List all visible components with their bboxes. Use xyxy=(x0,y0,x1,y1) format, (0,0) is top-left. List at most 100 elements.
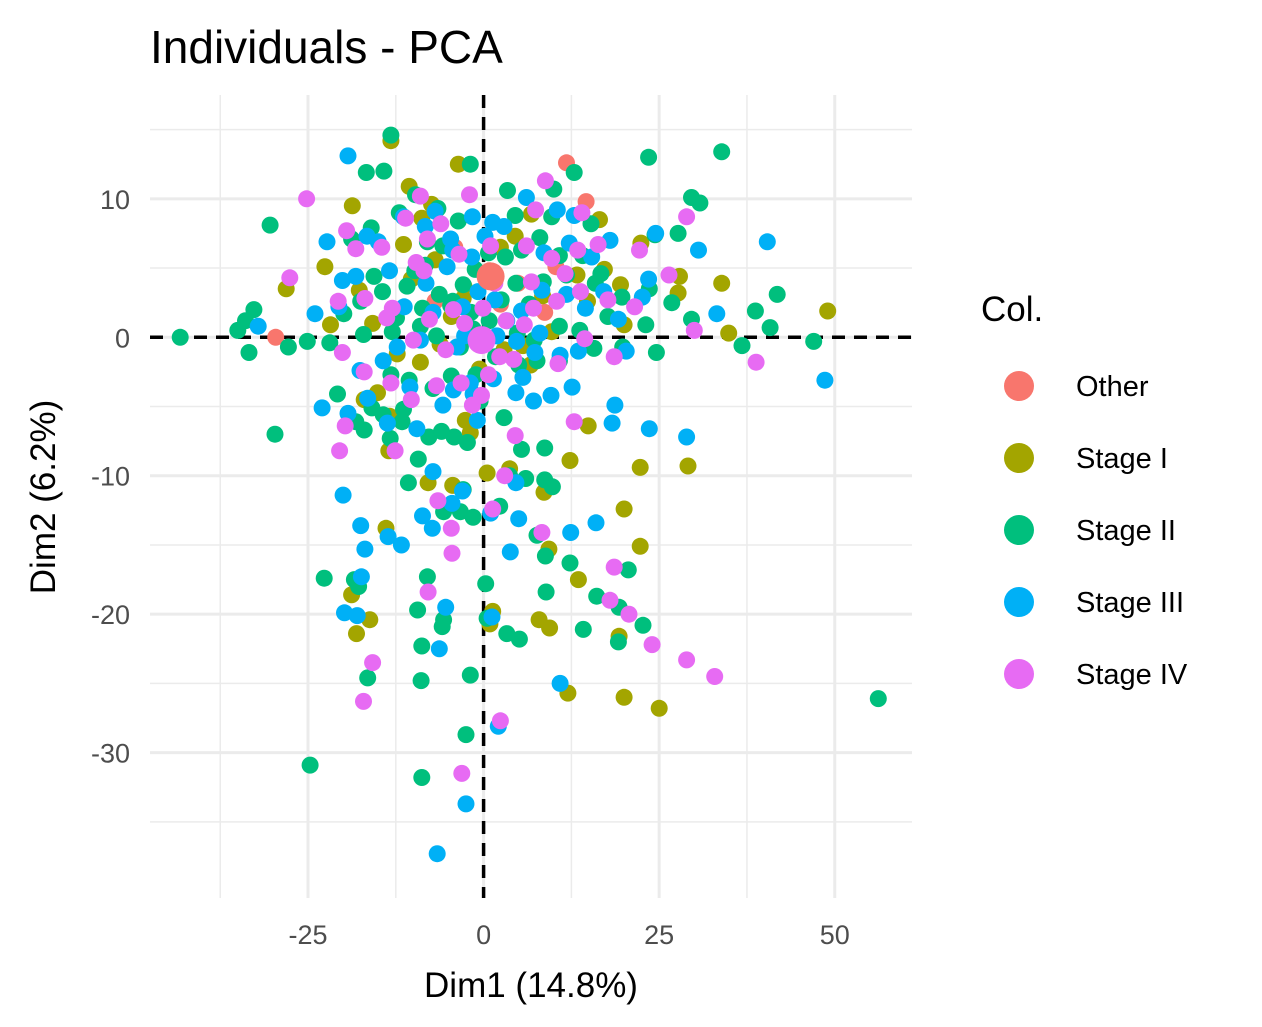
data-point xyxy=(605,348,623,366)
data-point xyxy=(409,450,427,468)
data-point xyxy=(454,276,472,294)
data-point xyxy=(458,434,476,451)
data-point xyxy=(574,620,592,638)
data-point xyxy=(640,148,658,166)
data-point xyxy=(442,519,460,537)
data-point xyxy=(412,672,430,690)
data-point xyxy=(443,494,461,512)
data-point xyxy=(347,267,365,285)
data-point xyxy=(572,283,589,301)
data-point xyxy=(499,182,516,199)
data-point xyxy=(626,298,644,316)
data-point xyxy=(531,324,549,342)
data-point xyxy=(315,569,333,587)
data-point xyxy=(352,568,370,586)
data-point xyxy=(508,332,526,350)
data-point xyxy=(615,500,633,518)
data-point xyxy=(375,162,393,180)
data-point xyxy=(513,440,530,458)
data-point xyxy=(261,216,279,234)
data-point xyxy=(526,344,544,361)
data-point xyxy=(408,420,426,438)
data-point xyxy=(411,353,429,371)
data-point xyxy=(543,478,561,496)
data-point xyxy=(536,439,554,457)
data-point xyxy=(450,245,468,263)
data-point xyxy=(409,601,427,619)
data-point xyxy=(373,238,391,256)
data-point xyxy=(541,619,559,637)
data-point xyxy=(506,427,524,445)
legend-label: Stage IV xyxy=(1076,659,1188,691)
data-point xyxy=(536,172,554,190)
data-point xyxy=(669,224,687,242)
data-point xyxy=(416,218,434,235)
data-point xyxy=(631,537,649,555)
data-point xyxy=(819,302,837,320)
data-point xyxy=(438,258,456,276)
data-point xyxy=(359,669,377,687)
centroid-other xyxy=(476,262,505,291)
data-point xyxy=(348,625,365,643)
data-point xyxy=(279,338,297,356)
data-point xyxy=(634,616,652,634)
data-point xyxy=(548,201,566,219)
data-point xyxy=(601,591,619,609)
data-point xyxy=(869,690,887,708)
data-point xyxy=(583,248,601,266)
data-point xyxy=(418,568,436,586)
data-point xyxy=(359,389,377,407)
data-point xyxy=(430,640,448,658)
data-point xyxy=(549,355,567,373)
data-point xyxy=(437,598,455,616)
data-point xyxy=(613,288,631,306)
x-tick-label: 25 xyxy=(644,920,674,950)
data-point xyxy=(306,305,324,323)
data-point xyxy=(423,519,441,537)
data-point xyxy=(550,317,568,335)
data-point xyxy=(576,299,594,317)
data-point xyxy=(713,143,731,161)
data-point xyxy=(517,237,535,255)
data-point xyxy=(603,414,621,432)
data-point xyxy=(631,241,648,259)
data-point xyxy=(531,229,549,247)
data-point xyxy=(347,240,365,258)
data-point xyxy=(761,319,779,337)
data-point xyxy=(506,207,524,224)
data-point xyxy=(449,155,467,173)
data-point xyxy=(733,337,751,355)
data-point xyxy=(609,310,627,328)
data-point xyxy=(551,674,569,692)
series-stage-iii xyxy=(249,147,834,863)
data-point xyxy=(298,190,316,208)
legend-key-other xyxy=(1004,371,1034,401)
data-point xyxy=(606,396,624,414)
data-point xyxy=(640,420,658,438)
data-point xyxy=(477,575,495,593)
data-point xyxy=(336,417,354,435)
data-point xyxy=(461,186,478,204)
data-point xyxy=(413,637,431,655)
data-point xyxy=(569,571,587,589)
data-point xyxy=(374,283,391,301)
data-point xyxy=(444,301,462,319)
data-point xyxy=(343,197,361,215)
data-point xyxy=(398,277,416,295)
data-point xyxy=(461,666,479,684)
data-point xyxy=(620,605,638,623)
data-point xyxy=(407,254,425,271)
data-point xyxy=(417,274,435,292)
data-point xyxy=(457,795,475,813)
data-point xyxy=(713,274,731,292)
data-point xyxy=(556,265,574,283)
data-point xyxy=(364,654,382,672)
data-point xyxy=(640,270,658,288)
legend-key-stage-iii xyxy=(1004,587,1034,617)
data-point xyxy=(339,147,357,165)
data-point xyxy=(708,305,726,323)
data-point xyxy=(637,316,655,334)
data-point xyxy=(419,583,437,601)
data-point xyxy=(452,374,470,392)
data-point xyxy=(678,428,696,446)
